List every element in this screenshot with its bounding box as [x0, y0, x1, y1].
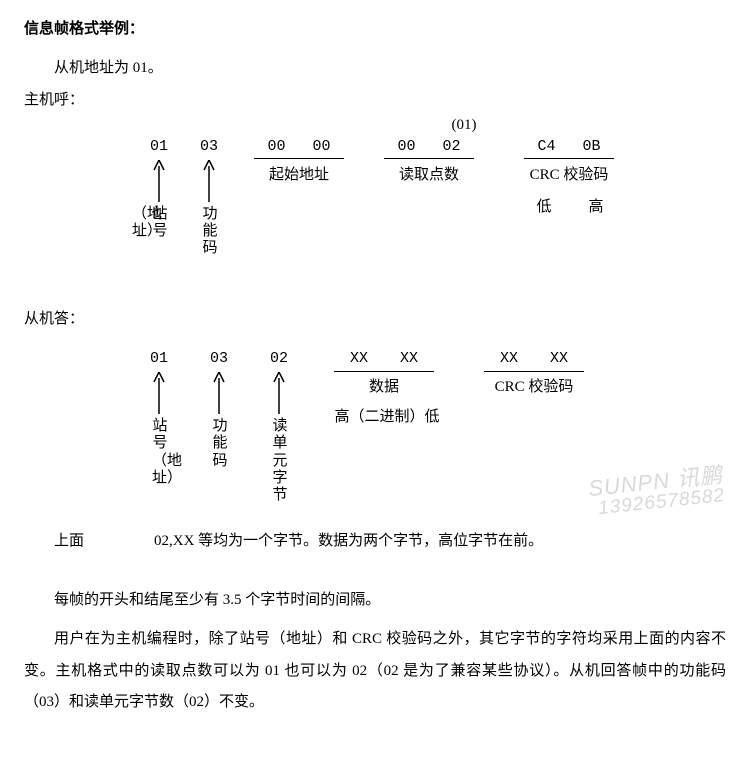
- host-b4: 00: [299, 136, 344, 160]
- slave-lbl-data: 数据: [334, 376, 434, 399]
- slave-b2: 03: [204, 348, 234, 371]
- slave-b5: XX: [384, 348, 434, 372]
- arrow-up-icon: [202, 160, 216, 202]
- host-b8: 0B: [569, 136, 614, 160]
- slave-b1: 01: [144, 348, 174, 371]
- slave-vl-station: 站号（地址）: [152, 418, 168, 487]
- host-lbl-start: 起始地址: [254, 164, 344, 187]
- arrow-up-icon: [152, 372, 166, 414]
- host-lbl-high: 高: [576, 196, 616, 219]
- host-b2: 03: [194, 136, 224, 159]
- slave-label: 从机答：: [24, 308, 726, 331]
- host-vl-func: 功能码: [202, 206, 218, 258]
- host-b1: 01: [144, 136, 174, 159]
- host-vl-station: 站号: [152, 206, 168, 241]
- slave-vl-func: 功能码: [212, 418, 228, 470]
- arrow-up-icon: [152, 160, 166, 202]
- slave-b6: XX: [484, 348, 534, 372]
- host-diagram: (01) 01 03 00 00 00 02 C4 0B 起始地址 读取点数 C…: [84, 118, 726, 298]
- slave-vl-readbytes: 读单元字节: [272, 418, 288, 504]
- arrow-up-icon: [272, 372, 286, 414]
- host-b7: C4: [524, 136, 569, 160]
- host-b6: 02: [429, 136, 474, 160]
- arrow-up-icon: [212, 372, 226, 414]
- host-b5: 00: [384, 136, 429, 160]
- slave-lbl-crc: CRC 校验码: [484, 376, 584, 399]
- slave-b7: XX: [534, 348, 584, 372]
- host-lbl-points: 读取点数: [384, 164, 474, 187]
- intro-line: 从机地址为 01。: [24, 57, 726, 80]
- host-b3: 00: [254, 136, 299, 160]
- slave-b3: 02: [264, 348, 294, 371]
- paragraph-2: 用户在为主机编程时，除了站号（地址）和 CRC 校验码之外，其它字节的字符均采用…: [24, 624, 726, 719]
- host-lbl-crc: CRC 校验码: [524, 164, 614, 187]
- host-topnote: (01): [444, 114, 484, 137]
- slave-b4: XX: [334, 348, 384, 372]
- host-lbl-low: 低: [524, 196, 564, 219]
- host-vl-addr: （地址）: [132, 206, 148, 241]
- host-label: 主机呼：: [24, 89, 726, 112]
- page-title: 信息帧格式举例：: [24, 18, 726, 41]
- slave-lbl-binary: 高（二进制）低: [322, 406, 452, 429]
- paragraph-1: 每帧的开头和结尾至少有 3.5 个字节时间的间隔。: [24, 585, 726, 617]
- slave-diagram: 01 03 02 XX XX XX XX 数据 CRC 校验码 高（二进制）低 …: [84, 336, 726, 536]
